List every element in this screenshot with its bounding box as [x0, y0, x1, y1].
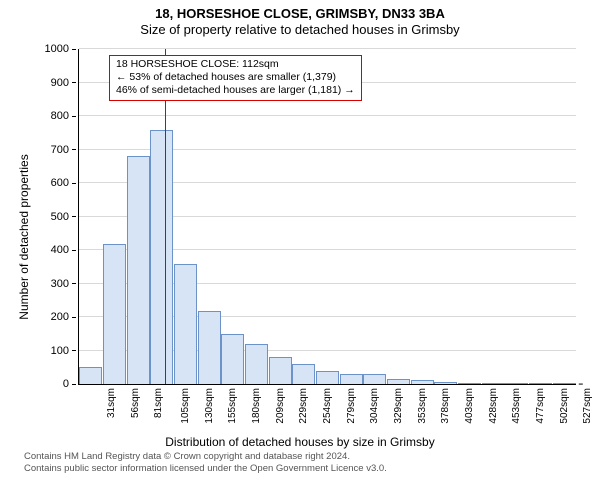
- x-tick-label: 453sqm: [511, 388, 522, 424]
- histogram-bar: [221, 334, 244, 384]
- annotation-line-2: ← 53% of detached houses are smaller (1,…: [116, 71, 355, 84]
- x-tick-label: 209sqm: [274, 388, 285, 424]
- histogram-bar: [387, 379, 410, 384]
- x-tick-label: 502sqm: [558, 388, 569, 424]
- x-tick-label: 279sqm: [345, 388, 356, 424]
- histogram-bar: [79, 367, 102, 384]
- histogram-bar: [174, 264, 197, 385]
- histogram-bar: [127, 156, 150, 384]
- x-axis-label: Distribution of detached houses by size …: [10, 435, 590, 449]
- x-tick-label: 304sqm: [369, 388, 380, 424]
- histogram-bar: [458, 383, 481, 385]
- x-tick-label: 254sqm: [322, 388, 333, 424]
- histogram-bar: [316, 371, 339, 384]
- y-tick-label: 600: [51, 177, 76, 189]
- histogram-bar: [198, 311, 221, 385]
- chart-area: Number of detached properties 0100200300…: [24, 41, 584, 433]
- histogram-bar: [340, 374, 363, 384]
- annotation-line-1: 18 HORSESHOE CLOSE: 112sqm: [116, 58, 355, 71]
- histogram-bar: [103, 244, 126, 385]
- x-tick-label: 329sqm: [393, 388, 404, 424]
- y-tick-label: 100: [51, 345, 76, 357]
- x-tick-label: 229sqm: [298, 388, 309, 424]
- histogram-bar: [269, 357, 292, 384]
- x-tick-label: 130sqm: [203, 388, 214, 424]
- chart-title: 18, HORSESHOE CLOSE, GRIMSBY, DN33 3BA: [10, 6, 590, 22]
- y-tick-label: 200: [51, 311, 76, 323]
- x-tick-label: 155sqm: [227, 388, 238, 424]
- histogram-bar: [363, 374, 386, 384]
- x-tick-label: 353sqm: [416, 388, 427, 424]
- histogram-bar: [411, 380, 434, 384]
- y-tick-label: 0: [63, 378, 76, 390]
- y-tick-label: 300: [51, 278, 76, 290]
- x-tick-label: 105sqm: [180, 388, 191, 424]
- y-tick-label: 500: [51, 211, 76, 223]
- histogram-bar: [245, 344, 268, 384]
- footer-line-2: Contains public sector information licen…: [24, 463, 590, 474]
- x-tick-label: 403sqm: [464, 388, 475, 424]
- x-tick-label: 31sqm: [106, 388, 117, 418]
- y-axis-label: Number of detached properties: [17, 154, 31, 319]
- x-tick-label: 81sqm: [153, 388, 164, 418]
- chart-container: 18, HORSESHOE CLOSE, GRIMSBY, DN33 3BA S…: [0, 0, 600, 500]
- footer-attribution: Contains HM Land Registry data © Crown c…: [24, 451, 590, 474]
- chart-subtitle: Size of property relative to detached ho…: [10, 22, 590, 38]
- annotation-line-3: 46% of semi-detached houses are larger (…: [116, 84, 355, 97]
- annotation-box: 18 HORSESHOE CLOSE: 112sqm← 53% of detac…: [109, 55, 362, 100]
- x-tick-label: 378sqm: [440, 388, 451, 424]
- histogram-bar: [434, 382, 457, 385]
- histogram-bar: [482, 383, 505, 385]
- histogram-bar: [292, 364, 315, 384]
- x-tick-label: 56sqm: [130, 388, 141, 418]
- x-tick-label: 527sqm: [582, 388, 593, 424]
- x-tick-label: 428sqm: [487, 388, 498, 424]
- gridline: [79, 115, 576, 116]
- plot-area: 0100200300400500600700800900100031sqm56s…: [78, 49, 576, 385]
- histogram-bar: [150, 130, 173, 385]
- y-tick-label: 700: [51, 144, 76, 156]
- histogram-bar: [529, 383, 552, 384]
- y-tick-label: 800: [51, 110, 76, 122]
- y-tick-label: 400: [51, 244, 76, 256]
- histogram-bar: [553, 383, 576, 384]
- y-tick-label: 900: [51, 77, 76, 89]
- x-tick-label: 180sqm: [251, 388, 262, 424]
- y-tick-label: 1000: [45, 43, 76, 55]
- footer-line-1: Contains HM Land Registry data © Crown c…: [24, 451, 590, 462]
- histogram-bar: [505, 383, 528, 384]
- x-tick-label: 477sqm: [535, 388, 546, 424]
- gridline: [79, 48, 576, 49]
